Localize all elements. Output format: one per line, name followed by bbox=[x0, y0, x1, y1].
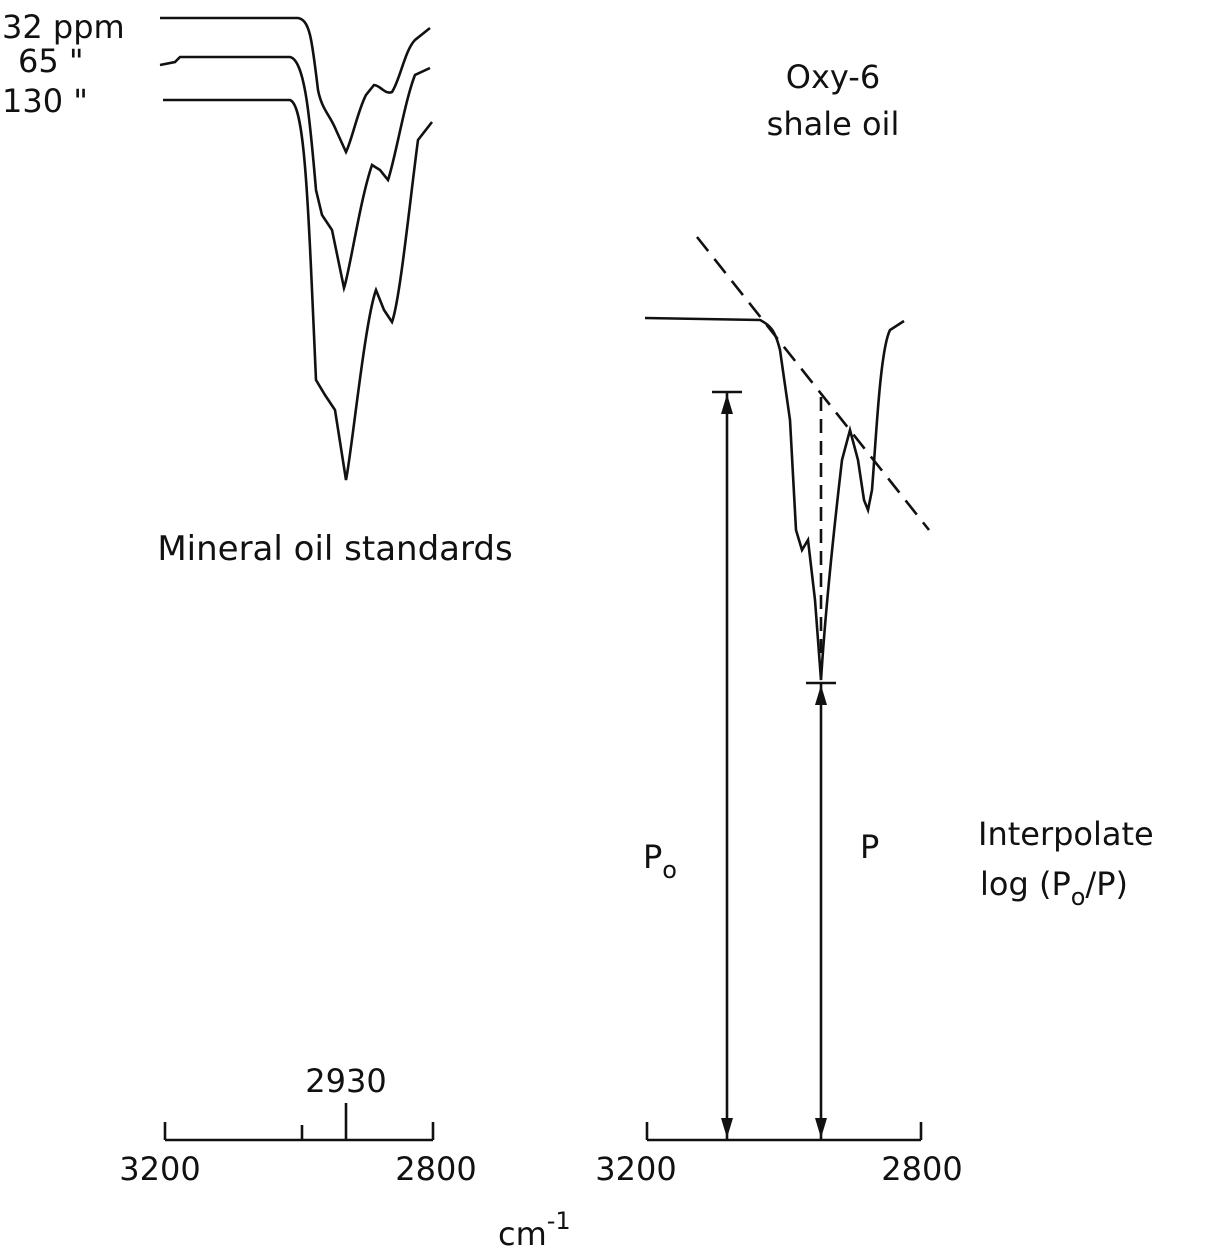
spectrum-shale bbox=[644, 316, 905, 681]
axis-label: 2800 bbox=[395, 1150, 476, 1188]
axis-left bbox=[163, 1103, 435, 1142]
title: shale oil bbox=[767, 105, 900, 143]
axis-label: 3200 bbox=[595, 1150, 676, 1188]
spectrum-130ppm bbox=[163, 98, 434, 481]
note: Interpolate bbox=[978, 815, 1154, 853]
spectrum-32ppm bbox=[160, 16, 431, 156]
arrow-p bbox=[806, 681, 836, 1140]
arrow-p0 bbox=[712, 390, 742, 1140]
axis-right bbox=[645, 1122, 923, 1142]
baseline-dashed bbox=[695, 236, 931, 531]
note: log (Po/P) bbox=[980, 865, 1128, 911]
label-p0: Po bbox=[643, 838, 677, 884]
label-p: P bbox=[860, 828, 879, 866]
curve-label: 32 ppm bbox=[2, 8, 125, 46]
curve-label: 130 " bbox=[2, 82, 88, 120]
axis-label: 3200 bbox=[119, 1150, 200, 1188]
spectrum-65ppm bbox=[159, 55, 431, 294]
axis-marker: 2930 bbox=[305, 1062, 386, 1100]
axis-label: 2800 bbox=[881, 1150, 962, 1188]
title: Oxy-6 bbox=[786, 58, 880, 96]
curve-label: 65 " bbox=[18, 42, 84, 80]
unit-label: cm-1 bbox=[498, 1207, 571, 1253]
caption: Mineral oil standards bbox=[157, 529, 512, 569]
